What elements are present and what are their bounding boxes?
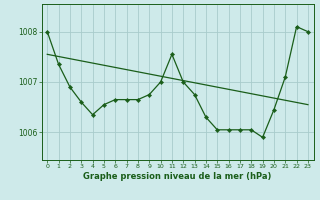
X-axis label: Graphe pression niveau de la mer (hPa): Graphe pression niveau de la mer (hPa) — [84, 172, 272, 181]
